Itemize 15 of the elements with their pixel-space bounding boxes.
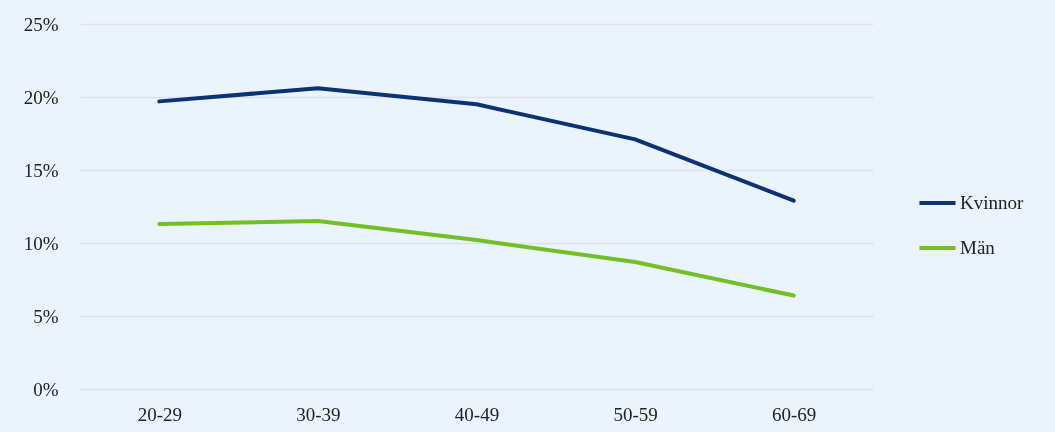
legend-label: Män xyxy=(960,237,996,258)
x-tick-label: 20-29 xyxy=(137,403,182,425)
y-tick-label: 15% xyxy=(23,159,59,181)
x-tick-label: 40-49 xyxy=(454,403,500,425)
y-tick-label: 0% xyxy=(33,378,59,400)
y-tick-label: 10% xyxy=(23,232,59,254)
y-tick-label: 25% xyxy=(23,13,59,35)
x-tick-label: 30-39 xyxy=(296,403,341,425)
x-tick-label: 50-59 xyxy=(613,403,658,425)
line-series xyxy=(157,219,796,298)
line-series xyxy=(157,86,796,203)
legend-label: Kvinnor xyxy=(960,192,1024,213)
x-tick-label: 60-69 xyxy=(772,403,817,425)
y-tick-label: 20% xyxy=(23,86,59,108)
y-tick-label: 5% xyxy=(33,305,59,327)
